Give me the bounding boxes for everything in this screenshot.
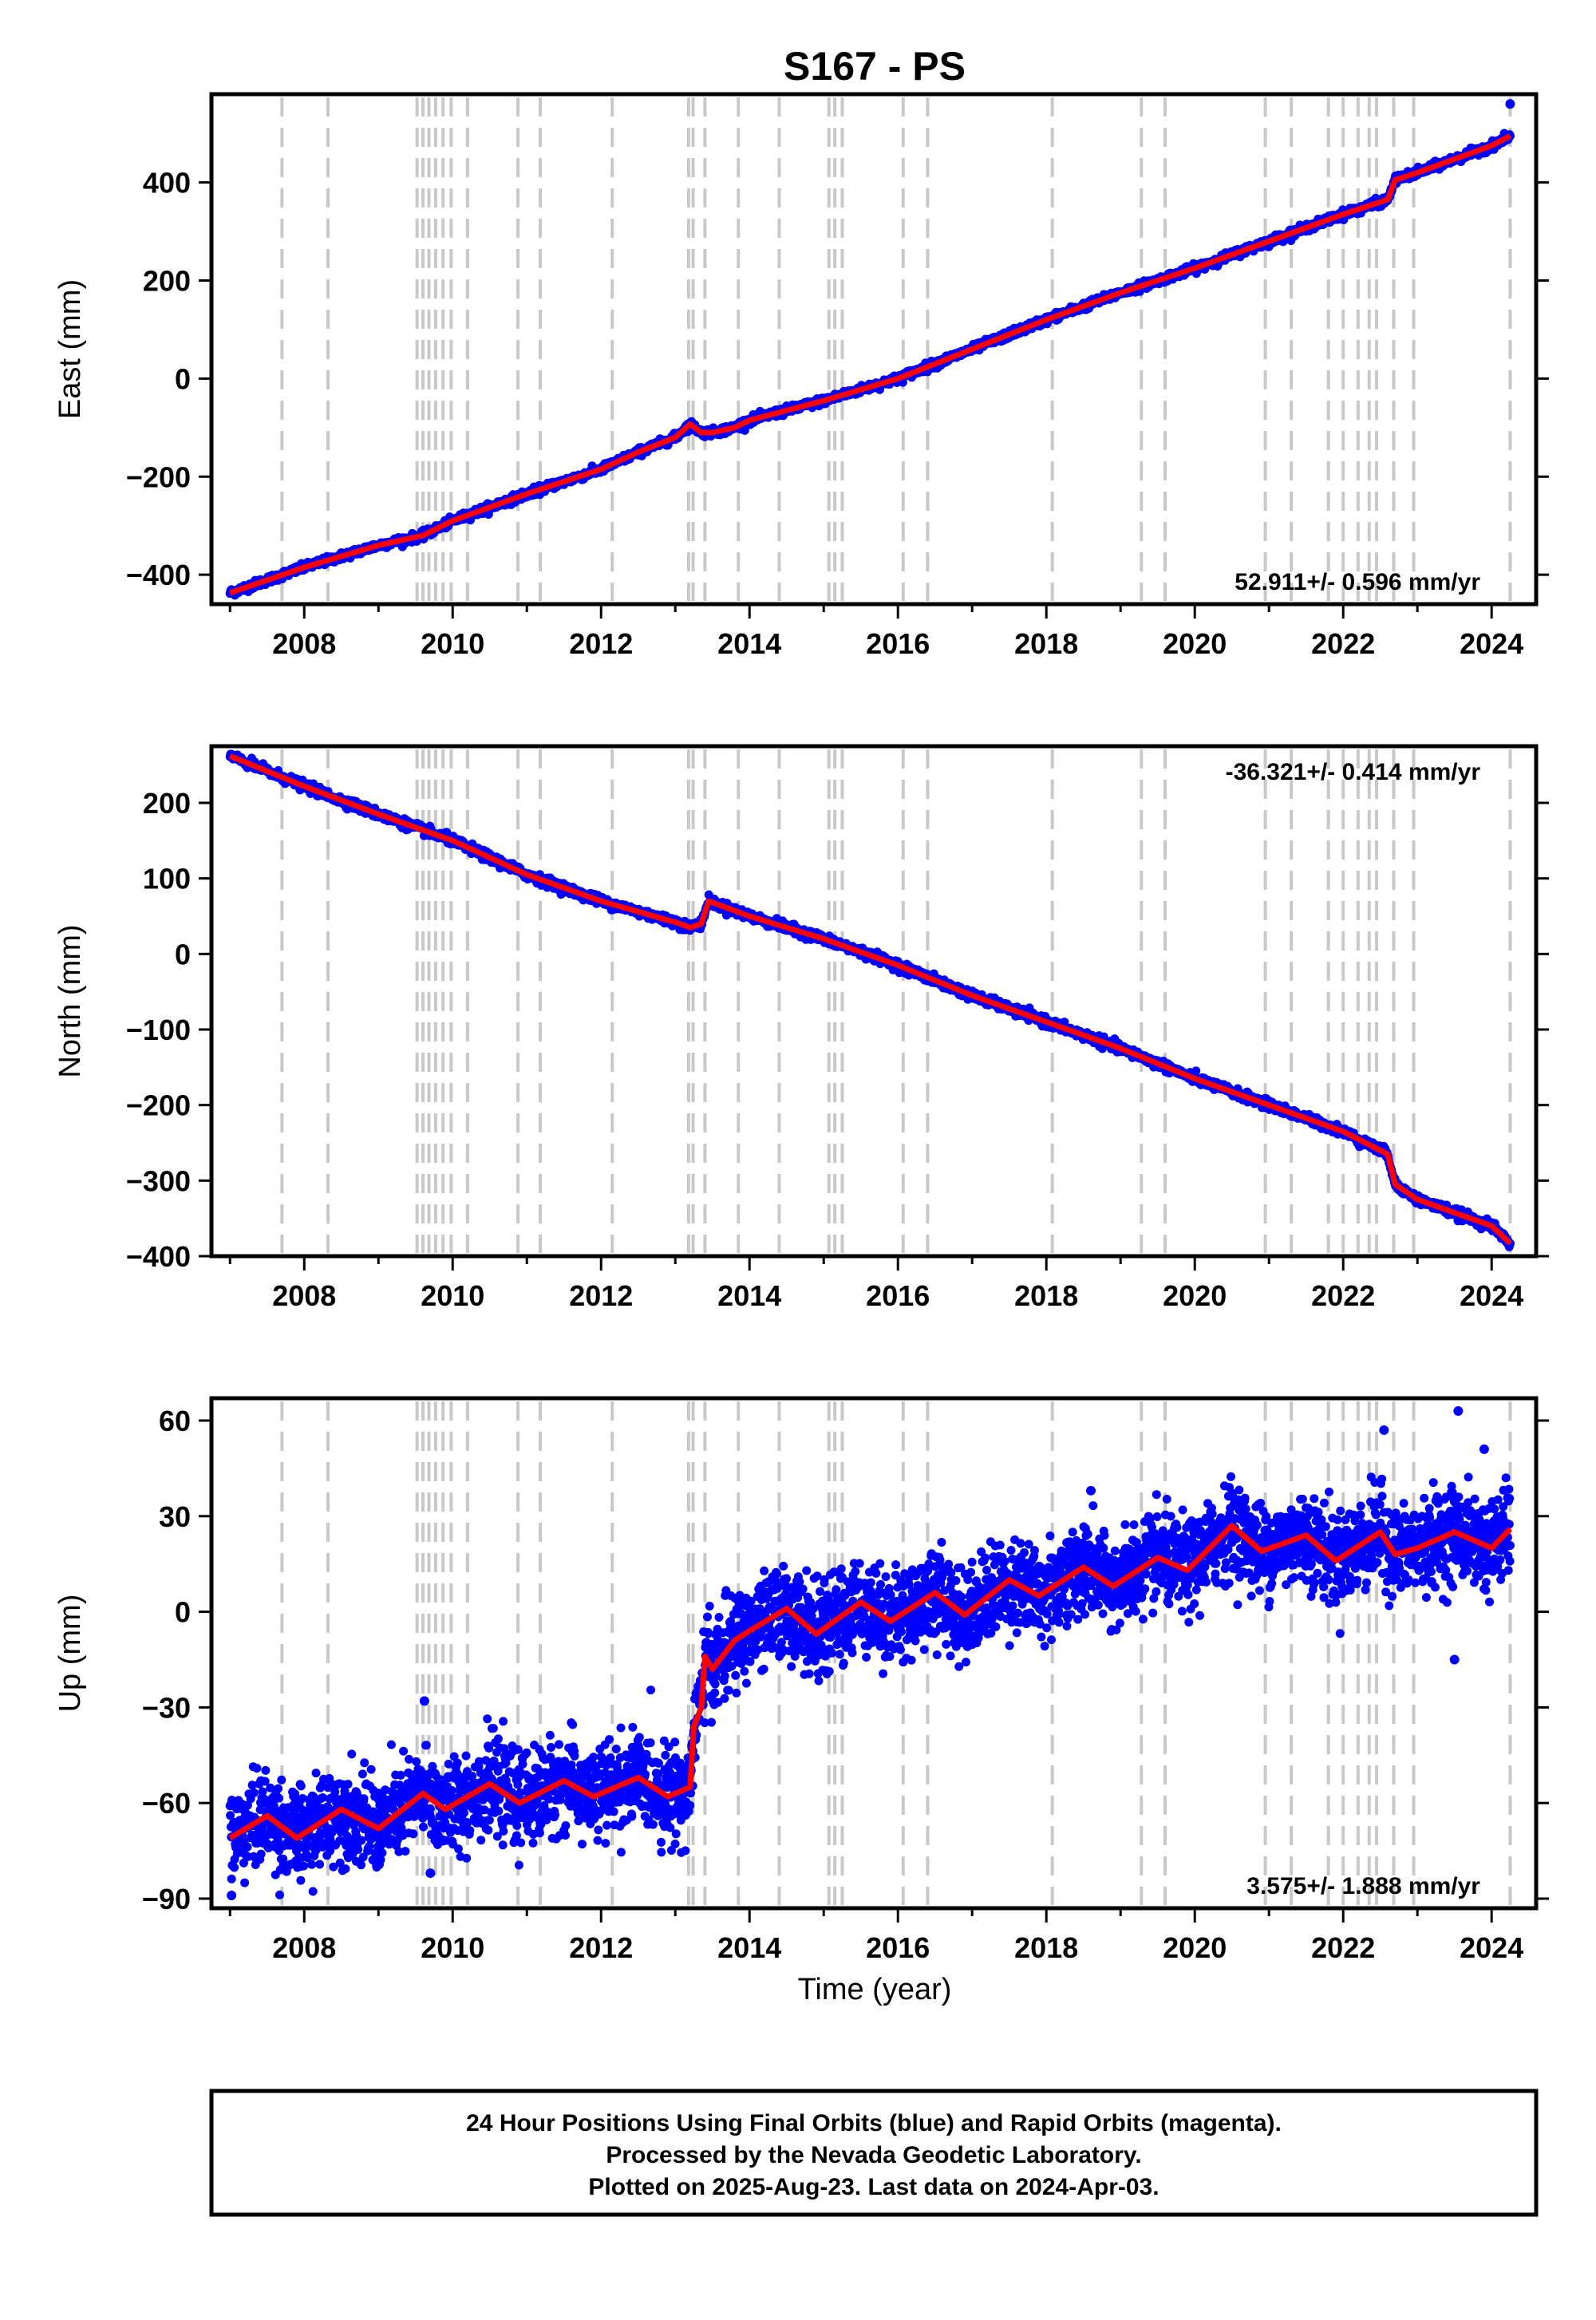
east-rate-label: 52.911+/- 0.596 mm/yr — [1235, 569, 1480, 595]
east-x-tick-label: 2018 — [1014, 627, 1078, 660]
north-data-points — [226, 750, 1515, 1251]
east-y-tick-label: 0 — [175, 362, 191, 395]
east-y-tick-label: 200 — [143, 264, 191, 297]
east-plot-frame — [211, 94, 1536, 604]
east-x-tick-label: 2016 — [866, 627, 930, 660]
east-y-tick-label: −200 — [126, 460, 191, 493]
east-x-tick-label: 2012 — [569, 627, 633, 660]
east-outlier-point — [1505, 99, 1515, 109]
east-y-axis-label: East (mm) — [53, 279, 87, 419]
east-x-tick-label: 2022 — [1311, 627, 1375, 660]
east-x-tick-label: 2010 — [421, 627, 484, 660]
north-data-point — [1191, 1066, 1200, 1075]
east-x-tick-label: 2014 — [717, 627, 781, 660]
figure-title: S167 - PS — [784, 44, 966, 89]
east-x-tick-label: 2020 — [1163, 627, 1227, 660]
east-y-tick-label: −400 — [126, 559, 191, 591]
east-x-tick-label: 2008 — [272, 627, 336, 660]
east-panel: 2008 2010 2012 2014 2016 2018 2020 2022 2024 −400… — [53, 94, 1549, 660]
east-data-points — [226, 129, 1515, 600]
east-y-tick-label: 400 — [143, 167, 191, 200]
east-x-tick-label: 2024 — [1460, 627, 1523, 660]
